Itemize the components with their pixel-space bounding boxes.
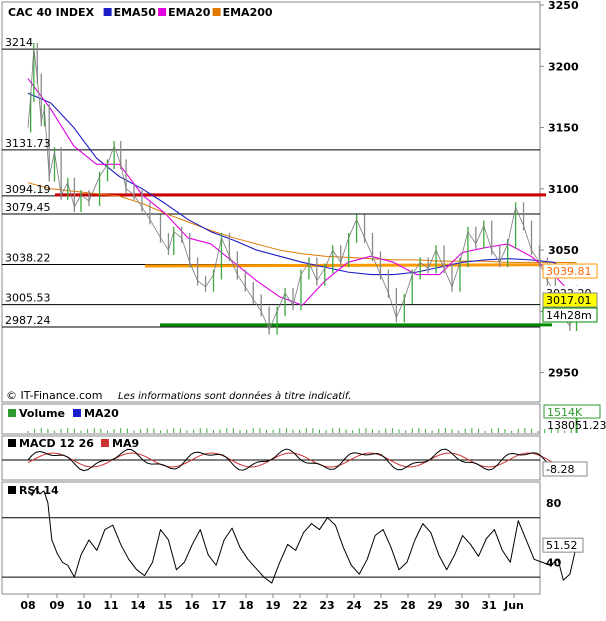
level-label: 2987.24 — [5, 314, 51, 327]
macd-value-box — [542, 461, 588, 477]
legend-swatch — [8, 439, 16, 447]
price-line — [27, 47, 577, 331]
macd-signal-line — [27, 452, 577, 468]
date-tick-label: 08 — [20, 599, 35, 612]
rsi-line — [27, 487, 578, 584]
rsi-reference-lines — [2, 517, 540, 578]
trend-lines — [55, 193, 552, 327]
price-tick-label: 3250 — [548, 0, 579, 12]
rsi-tick-label: 80 — [546, 497, 562, 510]
price-tick-label: 2950 — [548, 367, 579, 380]
level-labels: 3214 3131.73 3094.19 3079.45 3038.22 3005.53 2… — [5, 36, 51, 327]
date-tick-label: 28 — [400, 599, 415, 612]
volume-last-value: 1514K — [547, 406, 583, 419]
legend-swatch — [101, 439, 109, 447]
legend-swatch — [8, 486, 16, 494]
rsi-value-label: 51.52 — [546, 539, 578, 552]
legend-label: Volume — [19, 407, 65, 420]
main-legend: CAC 40 INDEX EMA50 EMA20 EMA200 — [8, 6, 273, 19]
rsi-line-path — [27, 487, 578, 584]
rsi-panel-frame — [1, 481, 541, 595]
legend-swatch — [73, 409, 81, 417]
date-tick-label: 29 — [427, 599, 442, 612]
legend-swatch — [103, 8, 112, 16]
legend-label: CAC 40 INDEX — [8, 6, 95, 19]
legend-label: MACD 12 26 — [19, 437, 94, 450]
last-value-text: 3017.01 — [546, 294, 592, 307]
last-value-text: 14h28m — [546, 309, 592, 322]
date-tick-label: 19 — [265, 599, 280, 612]
last-value-box — [542, 263, 598, 279]
date-tick-label: 17 — [211, 599, 226, 612]
price-tick-label: 3200 — [548, 60, 579, 73]
legend-swatch — [212, 8, 221, 16]
legend-label: EMA50 — [114, 6, 157, 19]
level-label: 3214 — [5, 36, 33, 49]
legend-label: EMA20 — [168, 6, 211, 19]
trend-line-support-ema200 — [144, 263, 542, 268]
legend-label: EMA200 — [223, 6, 273, 19]
legend-label: MA9 — [112, 437, 139, 450]
level-label: 3094.19 — [5, 183, 51, 196]
level-label: 3131.73 — [5, 137, 51, 150]
volume-ma-value: 138051.23 — [547, 419, 606, 432]
price-tick-label: 3150 — [548, 122, 579, 135]
volume-legend: Volume MA20 — [8, 407, 119, 420]
volume-panel-frame — [1, 403, 541, 435]
macd-panel-frame — [1, 435, 541, 481]
ema50-line — [27, 92, 577, 276]
legend-swatch — [158, 8, 167, 16]
date-tick-label: 16 — [184, 599, 200, 612]
date-tick-label: 18 — [238, 599, 253, 612]
volume-last-box — [543, 404, 601, 419]
macd-line — [27, 448, 577, 472]
disclaimer: Les informations sont données à titre in… — [118, 390, 351, 402]
legend-label: MA20 — [84, 407, 119, 420]
date-tick-label: 25 — [373, 599, 388, 612]
date-tick-label: 14 — [130, 599, 146, 612]
macd-lines — [2, 448, 588, 477]
date-tick-label: 23 — [319, 599, 334, 612]
rsi-tick-label: 40 — [546, 556, 562, 569]
last-value-text: 3039.81 — [546, 265, 592, 278]
date-axis: 08 09 10 11 14 15 16 17 18 19 22 23 24 25 28 29 30 31 Jun — [20, 594, 524, 612]
legend-label: RSI 14 — [19, 484, 59, 497]
rsi-axis: 40 80 51.52 — [542, 497, 584, 569]
date-tick-label: 09 — [49, 599, 64, 612]
main-panel-frame — [1, 1, 541, 403]
last-value-box — [542, 307, 598, 323]
level-label: 3005.53 — [5, 292, 51, 305]
date-tick-label: 11 — [103, 599, 118, 612]
level-label: 3079.45 — [5, 201, 51, 214]
price-axis: 2950300030503100315032003250 — [540, 0, 579, 380]
date-tick-label: Jun — [503, 599, 524, 612]
ema20-line — [27, 78, 577, 306]
rsi-legend: RSI 14 — [8, 484, 59, 497]
macd-legend: MACD 12 26 MA9 — [8, 437, 139, 450]
price-tick-label: 3050 — [548, 244, 579, 257]
date-tick-label: 30 — [454, 599, 470, 612]
level-label: 3038.22 — [5, 252, 51, 265]
rsi-value-box — [542, 537, 584, 553]
date-tick-label: 22 — [292, 599, 307, 612]
price-tick-label: 3100 — [548, 183, 579, 196]
last-value-box — [542, 292, 598, 308]
date-tick-label: 10 — [76, 599, 92, 612]
macd-value-label: -8.28 — [546, 463, 574, 476]
date-tick-label: 31 — [481, 599, 496, 612]
legend-swatch — [8, 409, 16, 417]
date-tick-label: 15 — [157, 599, 172, 612]
ema200-line — [27, 182, 577, 264]
date-tick-label: 24 — [346, 599, 362, 612]
source-credit: © IT-Finance.com — [6, 389, 103, 402]
